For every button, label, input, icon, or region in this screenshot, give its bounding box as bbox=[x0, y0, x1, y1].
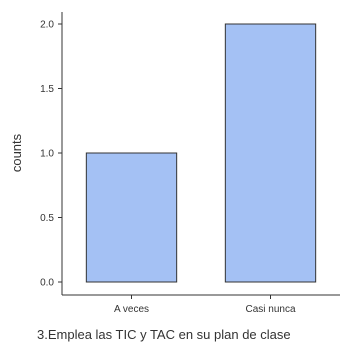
x-axis-title: 3.Emplea las TIC y TAC en su plan de cla… bbox=[37, 327, 291, 342]
x-tick-label: A veces bbox=[114, 304, 149, 315]
y-axis-title: counts bbox=[9, 133, 24, 172]
y-tick-label: 2.0 bbox=[40, 20, 54, 31]
y-tick-label: 0.0 bbox=[40, 278, 54, 289]
y-tick-label: 1.5 bbox=[40, 84, 54, 95]
bar-0 bbox=[85, 152, 178, 283]
y-axis-ticks: 0.0 0.5 1.0 1.5 2.0 bbox=[40, 20, 62, 289]
y-tick-label: 0.5 bbox=[40, 213, 54, 224]
x-tick-label: Casi nunca bbox=[245, 304, 295, 315]
bar-1 bbox=[224, 23, 317, 283]
y-tick-label: 1.0 bbox=[40, 149, 54, 160]
bars bbox=[85, 23, 317, 283]
x-axis-ticks: A veces Casi nunca bbox=[114, 295, 296, 315]
